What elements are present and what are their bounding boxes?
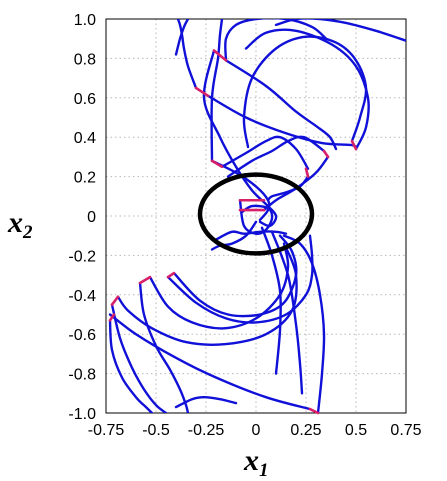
trajectory-line <box>206 94 358 151</box>
y-tick-label: 0.6 <box>74 91 96 108</box>
x-tick-label: -0.5 <box>142 422 170 439</box>
x-tick-label: 0.5 <box>345 422 367 439</box>
y-tick-label: 0.2 <box>74 170 96 187</box>
trajectory-line <box>138 281 190 413</box>
initial-condition-segment <box>304 167 310 178</box>
x-tick-label: -0.75 <box>88 422 125 439</box>
initial-condition-segment <box>110 295 120 306</box>
initial-condition-segment <box>210 159 224 169</box>
trajectory-line <box>202 49 278 228</box>
grid-lines <box>105 18 407 414</box>
trajectory-line <box>116 246 298 346</box>
trajectory-line <box>174 396 238 409</box>
trajectory-line <box>210 19 224 162</box>
y-tick-label: -0.2 <box>68 248 96 265</box>
y-tick-label: 0.4 <box>74 130 96 147</box>
x-tick-label: 0 <box>252 422 261 439</box>
trajectory-line <box>260 226 282 375</box>
initial-condition-segment <box>108 313 116 322</box>
trajectory-layer <box>108 19 406 413</box>
trajectory-line <box>174 19 190 56</box>
trajectory-line <box>220 135 310 170</box>
initial-condition-segment <box>194 86 210 98</box>
trajectory-line <box>282 234 326 413</box>
trajectory-line <box>214 230 288 241</box>
y-tick-label: -1.0 <box>68 406 96 423</box>
trajectory-line <box>270 230 304 395</box>
trajectory-line <box>148 242 290 330</box>
x-tick-label: 0.75 <box>390 422 421 439</box>
x-tick-label: -0.25 <box>188 422 225 439</box>
tick-labels: -0.75 -0.5 -0.25 0 0.25 0.5 0.75 1.0 0.8 0.6 0.4 0.… <box>68 12 421 439</box>
trajectory-line <box>224 19 328 62</box>
initial-condition-segment <box>212 49 228 62</box>
initial-segment-layer <box>108 49 358 415</box>
trajectory-line <box>226 135 326 178</box>
trajectory-line <box>108 319 154 413</box>
initial-condition-segment <box>138 275 152 285</box>
initial-condition-segment <box>308 407 320 415</box>
trajectory-line <box>238 199 274 236</box>
initial-condition-segment <box>166 271 176 279</box>
y-axis-label: x2 <box>7 206 33 243</box>
y-tick-label: 0 <box>87 209 96 226</box>
y-tick-label: -0.8 <box>68 367 96 384</box>
trajectory-line <box>172 234 298 318</box>
trajectory-line <box>110 303 168 413</box>
trajectory-line <box>244 28 370 151</box>
trajectory-line <box>224 59 338 151</box>
y-tick-label: -0.6 <box>68 327 96 344</box>
x-tick-label: 0.25 <box>290 422 321 439</box>
y-tick-label: 0.8 <box>74 51 96 68</box>
y-tick-label: 1.0 <box>74 12 96 29</box>
trajectory-line <box>108 313 312 411</box>
trajectory-line <box>210 220 258 251</box>
trajectory-line <box>242 35 368 149</box>
region-ellipse <box>197 172 315 256</box>
initial-condition-segment <box>322 149 330 159</box>
trajectory-line <box>176 19 198 90</box>
y-tick-label: -0.4 <box>68 288 96 305</box>
trajectory-line <box>262 155 330 212</box>
initial-condition-segment <box>350 139 358 151</box>
x-axis-label: x1 <box>243 444 269 481</box>
